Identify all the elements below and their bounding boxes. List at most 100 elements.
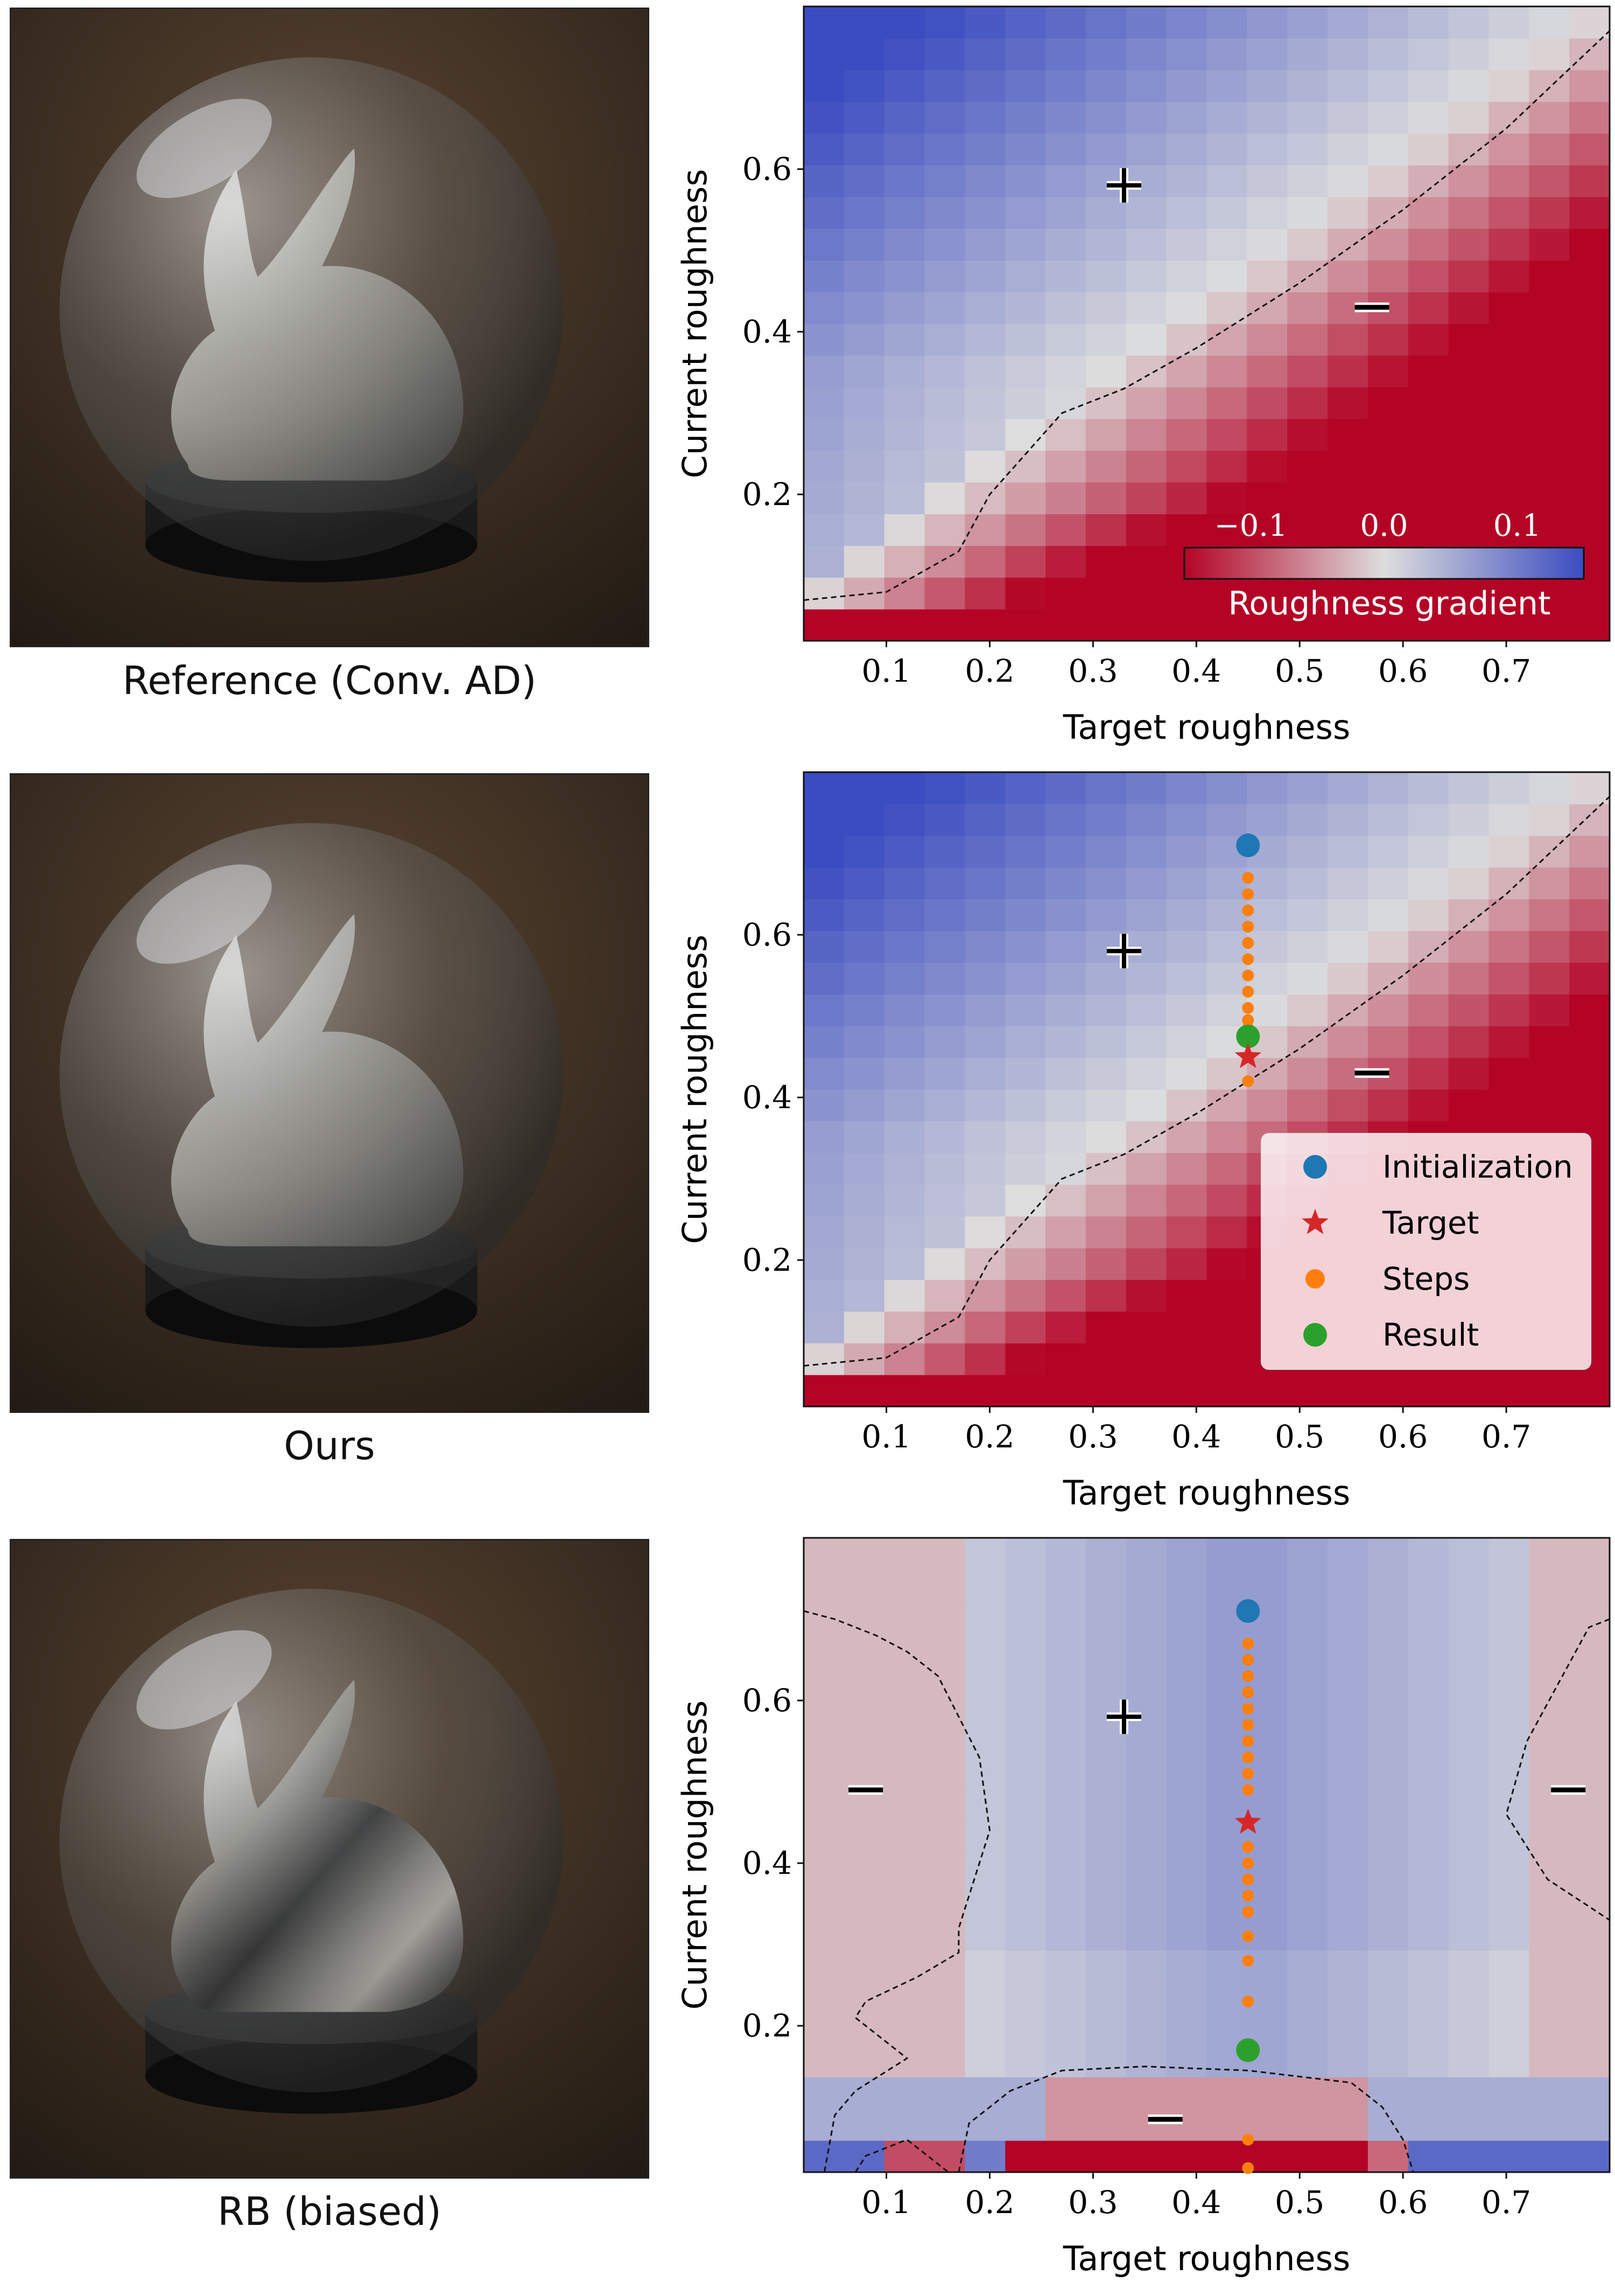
heatmap-cell	[1085, 930, 1127, 963]
heatmap-cell	[1408, 1664, 1449, 1697]
heatmap-cell	[1085, 1311, 1127, 1343]
heatmap-cell	[884, 1791, 925, 1824]
heatmap-cell	[1408, 1696, 1449, 1728]
heatmap-cell	[1045, 228, 1086, 261]
heatmap-cell	[1206, 1121, 1247, 1153]
heatmap-cell	[1247, 1950, 1288, 1983]
heatmap-cell	[1085, 355, 1127, 388]
heatmap-cell	[1085, 577, 1127, 610]
heatmap-cell	[1448, 2013, 1489, 2046]
optimization-step-dot	[1242, 904, 1254, 916]
heatmap-cell	[1085, 1601, 1127, 1634]
heatmap-cell	[1005, 772, 1046, 804]
heatmap-cell	[1005, 1664, 1046, 1697]
heatmap-cell	[1247, 1728, 1288, 1760]
heatmap-cell	[884, 994, 925, 1026]
heatmap-cell	[1367, 387, 1409, 419]
heatmap-cell	[1408, 1886, 1449, 1919]
x-tick-label: 0.3	[1068, 1418, 1118, 1455]
heatmap-cell	[1045, 1918, 1086, 1951]
heatmap-cell	[1005, 1375, 1046, 1407]
x-tick-label: 0.6	[1378, 2184, 1428, 2221]
heatmap-cell	[1287, 930, 1328, 963]
heatmap-cell	[1408, 1058, 1449, 1090]
target-star-marker	[1234, 1808, 1261, 1834]
heatmap-cell	[1448, 2045, 1489, 2077]
heatmap-cell	[1085, 197, 1127, 229]
heatmap-cell	[1247, 1569, 1288, 1602]
heatmap-cell	[965, 867, 1006, 900]
heatmap-cell	[1569, 1791, 1610, 1824]
heatmap-cell	[1287, 1886, 1328, 1919]
heatmap-cell	[1045, 101, 1086, 134]
heatmap-cell	[1166, 2109, 1207, 2141]
heatmap-cell	[1045, 197, 1086, 229]
chart-rb-biased: 0.1 0.2 0.3 0.4 0.5 0.6 0.7 0.2 0.4 0.6 Target rou…	[675, 1537, 1611, 2278]
heatmap-cell	[965, 133, 1006, 166]
heatmap-cell	[1367, 899, 1409, 932]
heatmap-cell	[1126, 1311, 1167, 1343]
heatmap-cell	[804, 803, 845, 836]
heatmap-cell	[1448, 197, 1489, 229]
heatmap-cell	[1206, 1343, 1247, 1375]
heatmap-cell	[1085, 1696, 1127, 1728]
heatmap-cell	[1448, 1375, 1489, 1407]
heatmap-cell	[1287, 1696, 1328, 1728]
heatmap-cell	[1328, 228, 1368, 261]
heatmap-cell	[1166, 1216, 1207, 1249]
heatmap-cell	[884, 1696, 925, 1728]
heatmap-cell	[1045, 1982, 1086, 2014]
heatmap-cell	[1448, 2109, 1489, 2141]
heatmap-cell	[1488, 803, 1529, 836]
heatmap-cell	[1328, 1791, 1368, 1824]
heatmap-cell	[844, 930, 885, 963]
heatmap-cell	[1367, 962, 1409, 995]
heatmap-cell	[884, 101, 925, 134]
heatmap-cell	[1448, 38, 1489, 71]
heatmap-cell	[1045, 1279, 1086, 1312]
heatmap-cell	[924, 609, 965, 641]
heatmap-cell	[804, 1569, 845, 1602]
heatmap-cell	[1085, 101, 1127, 134]
heatmap-cell	[924, 355, 965, 388]
heatmap-cell	[884, 1279, 925, 1312]
heatmap-cell	[1005, 1343, 1046, 1375]
heatmap-cell	[1408, 1633, 1449, 1665]
heatmap-cell	[965, 1121, 1006, 1153]
heatmap-cell	[1166, 133, 1207, 166]
heatmap-cell	[965, 1855, 1006, 1887]
heatmap-cell	[1529, 1950, 1570, 1983]
heatmap-cell	[884, 1664, 925, 1697]
heatmap-cell	[1408, 962, 1449, 995]
legend-label: Result	[1382, 1317, 1479, 1353]
heatmap-cell	[1488, 1760, 1529, 1792]
optimization-step-dot	[1242, 1719, 1254, 1731]
heatmap-cell	[1005, 1279, 1046, 1312]
heatmap-cell	[965, 324, 1006, 356]
heatmap-cell	[1166, 1152, 1207, 1185]
heatmap-cell	[1448, 1760, 1489, 1792]
heatmap-cell	[1005, 1538, 1046, 1570]
heatmap-cell	[1005, 2109, 1046, 2141]
heatmap-cell	[965, 803, 1006, 836]
heatmap-cell	[1448, 165, 1489, 197]
optimization-step-dot	[1242, 1873, 1254, 1886]
heatmap-cell	[1569, 197, 1610, 229]
heatmap-cell	[924, 228, 965, 261]
heatmap-cell	[884, 962, 925, 995]
heatmap-cell	[1367, 1760, 1409, 1792]
heatmap-cell	[1005, 1728, 1046, 1760]
heatmap-cell	[844, 1538, 885, 1570]
heatmap-cell	[1367, 1855, 1409, 1887]
heatmap-cell	[1448, 1538, 1489, 1570]
heatmap-cell	[844, 609, 885, 641]
heatmap-cell	[1166, 292, 1207, 324]
heatmap-cell	[924, 867, 965, 900]
optimization-step-dot	[1242, 2133, 1254, 2146]
heatmap-cell	[804, 324, 845, 356]
heatmap-cell	[1126, 450, 1167, 483]
heatmap-cell	[1005, 1311, 1046, 1343]
heatmap-cell	[965, 260, 1006, 292]
heatmap-cell	[1045, 1538, 1086, 1570]
heatmap-cell	[1408, 1950, 1449, 1983]
